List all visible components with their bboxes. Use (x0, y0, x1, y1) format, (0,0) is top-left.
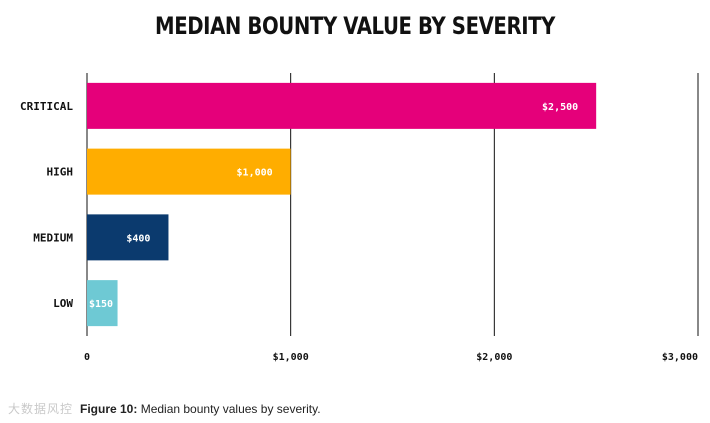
caption-text: Median bounty values by severity. (137, 402, 321, 416)
figure-caption: Figure 10: Median bounty values by sever… (80, 402, 321, 416)
data-label-medium: $400 (126, 233, 150, 244)
data-label-high: $1,000 (237, 168, 273, 179)
data-label-critical: $2,500 (542, 102, 578, 113)
data-label-low: $150 (89, 299, 113, 310)
x-tick-label-0: 0 (84, 352, 90, 363)
category-label-low: LOW (53, 297, 73, 310)
category-label-high: HIGH (47, 166, 74, 179)
x-tick-label-2: $2,000 (476, 352, 512, 363)
bar-medium (87, 214, 169, 261)
caption-prefix: Figure 10: (80, 402, 138, 416)
watermark: 大数据风控 (8, 402, 74, 416)
chart-title: MEDIAN BOUNTY VALUE BY SEVERITY (155, 12, 555, 40)
category-label-critical: CRITICAL (20, 100, 73, 113)
x-tick-label-1: $1,000 (273, 352, 309, 363)
bar-low (87, 280, 118, 327)
category-label-medium: MEDIUM (33, 231, 73, 244)
bar-critical (87, 82, 597, 129)
bar-high (87, 148, 291, 195)
x-tick-label-3: $3,000 (662, 352, 698, 363)
